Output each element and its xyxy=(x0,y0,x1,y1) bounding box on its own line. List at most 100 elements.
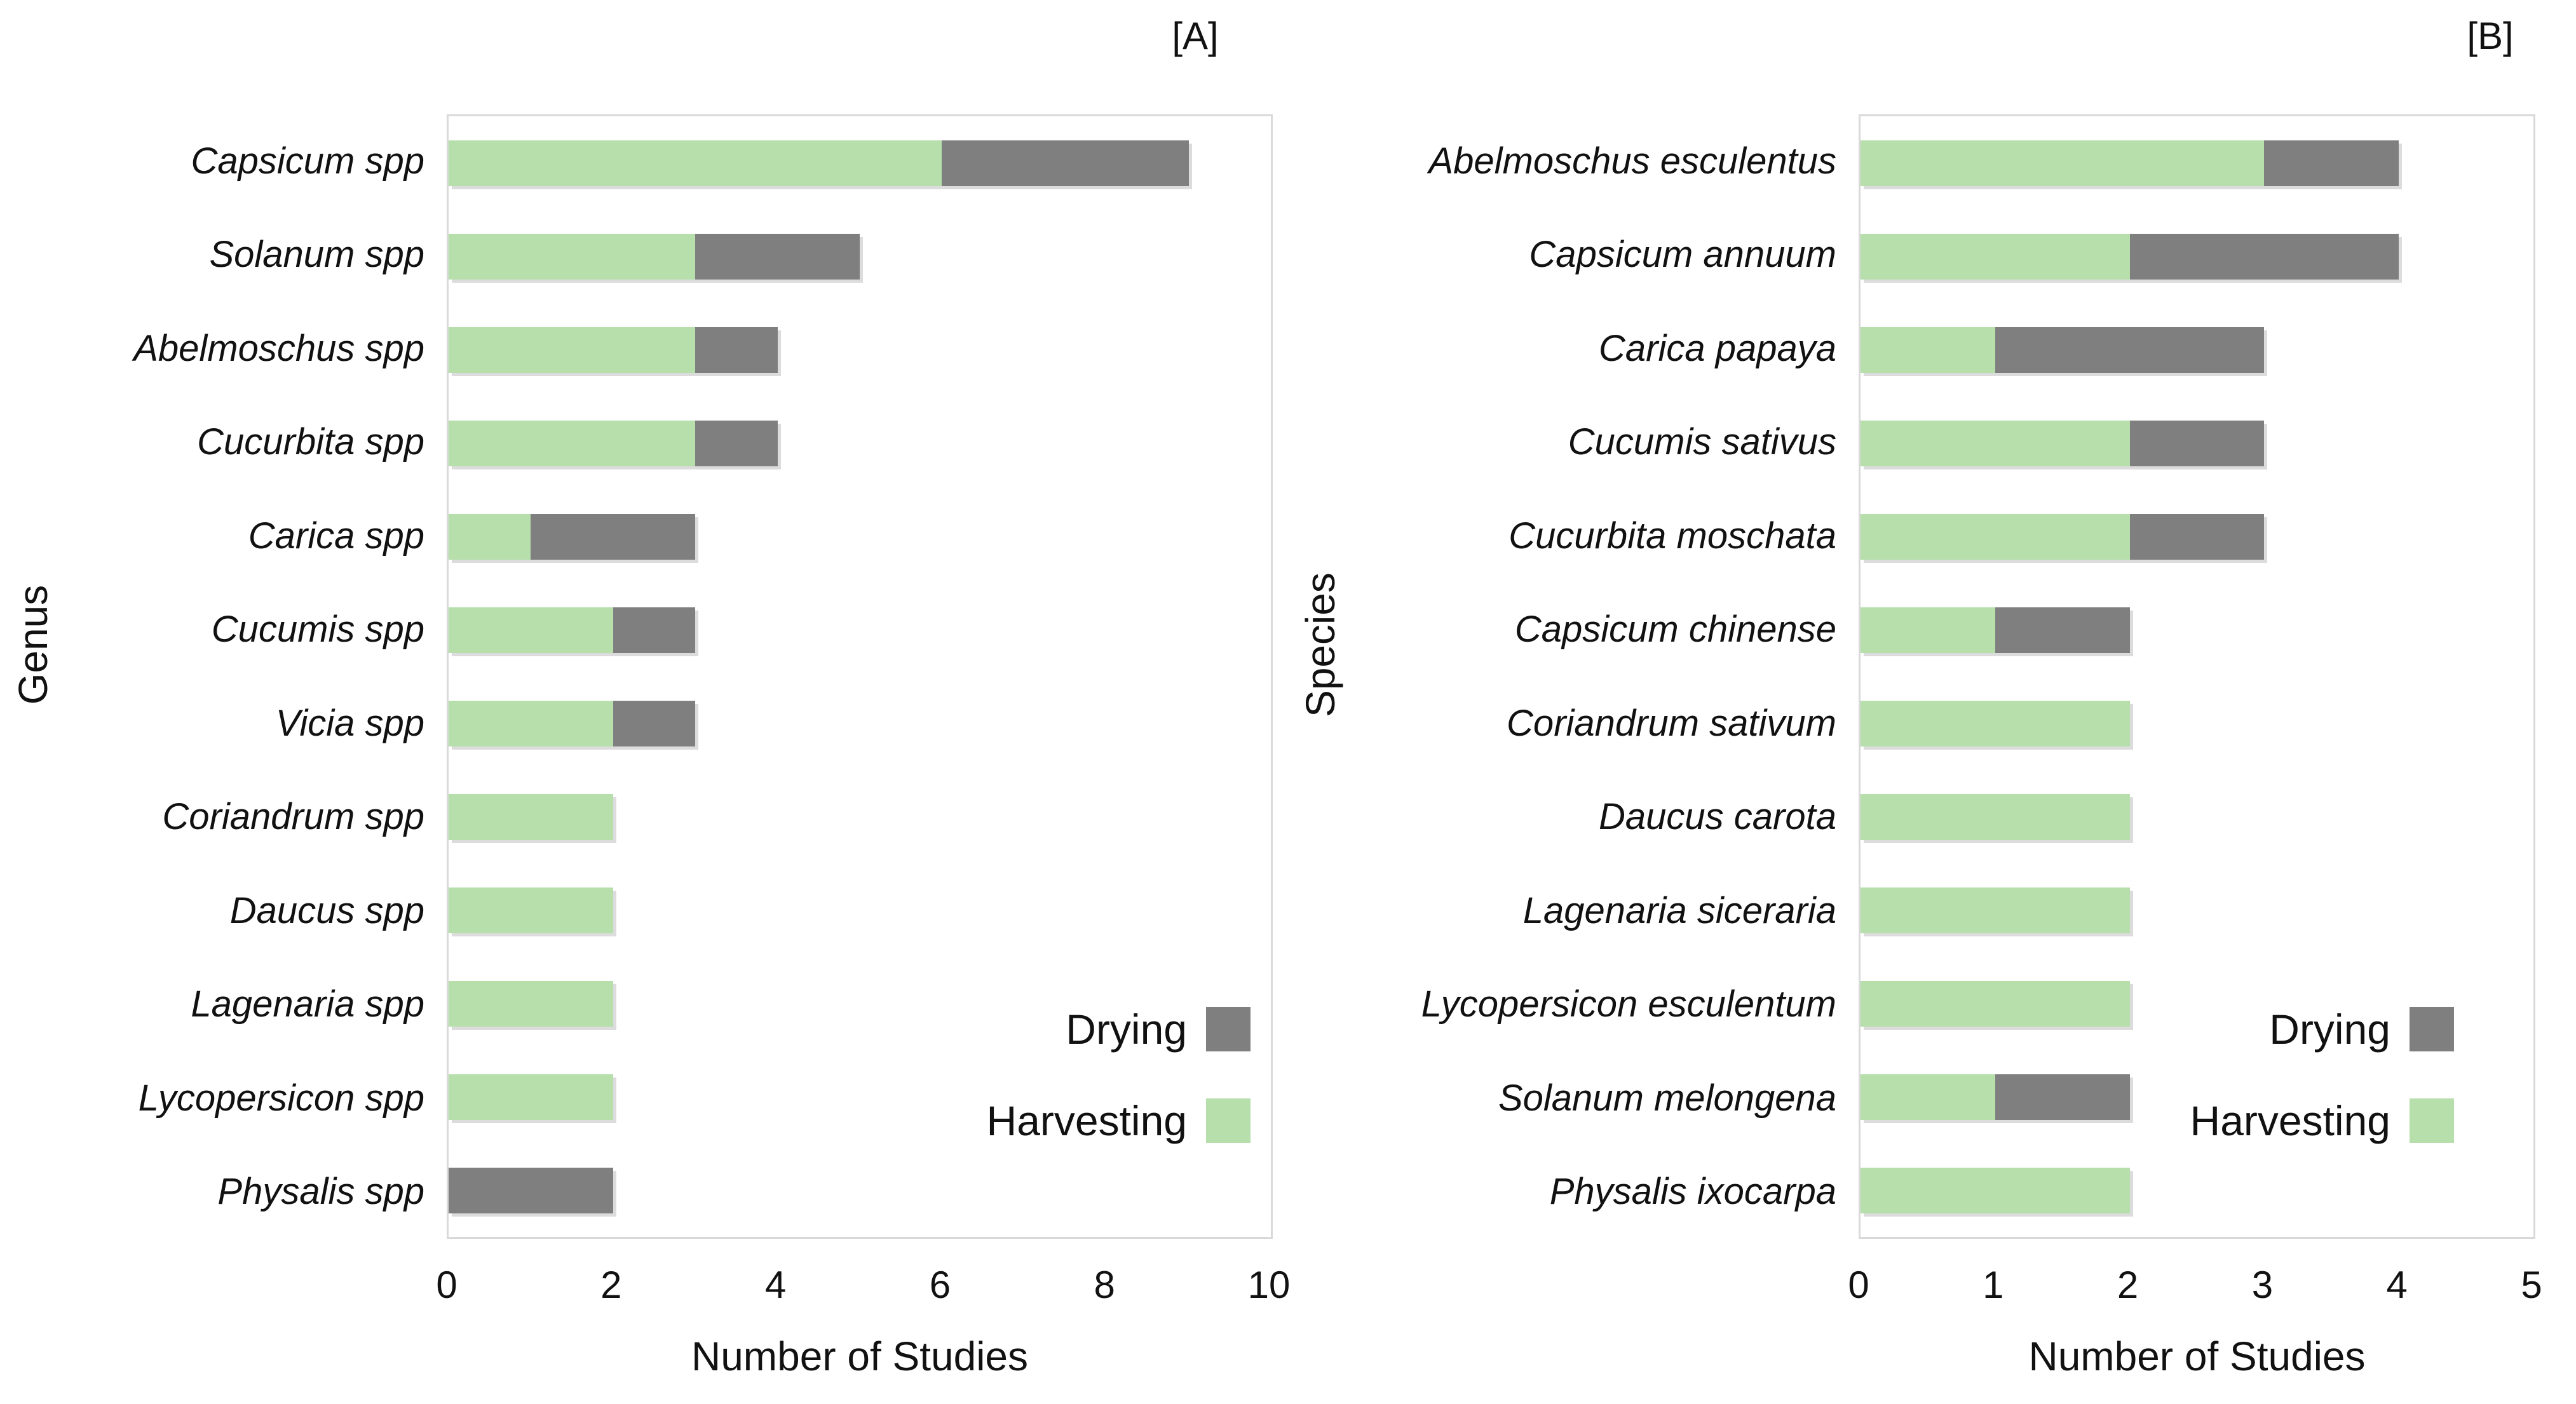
category-label-row: Carica papaya xyxy=(1360,302,1836,396)
category-label-row: Physalis spp xyxy=(0,1145,424,1239)
category-label: Lagenaria spp xyxy=(191,983,424,1025)
category-label: Capsicum chinense xyxy=(1514,609,1836,651)
harvesting-segment xyxy=(1861,607,1995,653)
legend-item: Harvesting xyxy=(987,1097,1251,1145)
harvesting-segment xyxy=(1861,140,2265,186)
bar-stack xyxy=(1861,233,2399,280)
drying-segment xyxy=(695,420,778,466)
bar-stack xyxy=(449,1074,613,1120)
bar-stack xyxy=(449,513,696,560)
bar-stack xyxy=(1861,1074,2130,1120)
bar-row xyxy=(1861,303,2533,396)
x-tick-label: 6 xyxy=(929,1264,951,1306)
harvesting-segment xyxy=(449,980,613,1027)
category-label: Cucumis spp xyxy=(211,609,424,651)
bar-row xyxy=(1861,957,2533,1050)
category-label-row: Cucurbita moschata xyxy=(1360,489,1836,583)
bar-stack xyxy=(1861,513,2265,560)
panel-a-category-labels: Capsicum spp Solanum spp Abelmoschus spp Cu… xyxy=(0,114,424,1239)
legend-item: Harvesting xyxy=(2190,1097,2454,1145)
bar-stack xyxy=(1861,327,2265,373)
category-label-row: Physalis ixocarpa xyxy=(1360,1145,1836,1239)
bar-row xyxy=(1861,770,2533,863)
bar-row xyxy=(449,1050,1271,1144)
category-label-row: Vicia spp xyxy=(0,677,424,771)
harvesting-segment xyxy=(449,513,531,560)
category-label: Capsicum annuum xyxy=(1529,234,1836,276)
category-label: Coriandrum spp xyxy=(162,796,424,838)
bar-stack xyxy=(449,793,613,840)
harvesting-segment xyxy=(449,887,613,933)
category-label-row: Daucus spp xyxy=(0,864,424,958)
drying-segment xyxy=(449,1167,613,1213)
harvesting-segment xyxy=(449,793,613,840)
category-label-row: Lycopersicon esculentum xyxy=(1360,958,1836,1052)
harvesting-segment xyxy=(1861,233,2130,280)
harvesting-segment xyxy=(1861,793,2130,840)
category-label-row: Daucus carota xyxy=(1360,771,1836,865)
category-label: Physalis spp xyxy=(217,1171,424,1213)
harvesting-segment xyxy=(1861,327,1995,373)
bar-stack xyxy=(1861,607,2130,653)
legend-swatch-harvesting xyxy=(1206,1098,1251,1143)
category-label-row: Abelmoschus spp xyxy=(0,302,424,396)
category-label-row: Capsicum spp xyxy=(0,114,424,208)
bar-row xyxy=(1861,116,2533,210)
x-tick-label: 4 xyxy=(2386,1264,2408,1306)
category-label-row: Lagenaria spp xyxy=(0,958,424,1052)
bar-row xyxy=(1861,490,2533,583)
category-label: Carica papaya xyxy=(1599,327,1836,369)
bar-stack xyxy=(449,980,613,1027)
bar-row xyxy=(449,490,1271,583)
bar-stack xyxy=(1861,420,2265,466)
x-tick-label: 0 xyxy=(436,1264,458,1306)
harvesting-segment xyxy=(449,700,613,746)
bar-row xyxy=(449,863,1271,957)
category-label-row: Lagenaria siceraria xyxy=(1360,864,1836,958)
bar-row xyxy=(449,583,1271,677)
category-label: Abelmoschus esculentus xyxy=(1428,140,1836,182)
harvesting-segment xyxy=(449,1074,613,1120)
harvesting-segment xyxy=(1861,887,2130,933)
harvesting-segment xyxy=(1861,420,2130,466)
bar-row xyxy=(449,770,1271,863)
bar-stack xyxy=(1861,140,2399,186)
bar-row xyxy=(1861,210,2533,303)
category-label-row: Cucurbita spp xyxy=(0,396,424,490)
bar-stack xyxy=(449,1167,613,1213)
x-tick-label: 10 xyxy=(1247,1264,1291,1306)
x-tick-label: 4 xyxy=(764,1264,787,1306)
legend-swatch-drying xyxy=(2410,1007,2454,1051)
bar-row xyxy=(449,957,1271,1050)
bar-row xyxy=(449,1144,1271,1237)
drying-segment xyxy=(1995,1074,2130,1120)
x-tick-label: 1 xyxy=(1983,1264,2004,1306)
x-tick-label: 5 xyxy=(2521,1264,2542,1306)
bar-stack xyxy=(1861,887,2130,933)
bar-stack xyxy=(449,233,860,280)
legend-label: Drying xyxy=(2269,1006,2390,1053)
category-label: Physalis ixocarpa xyxy=(1549,1171,1836,1213)
category-label-row: Capsicum chinense xyxy=(1360,583,1836,677)
bar-stack xyxy=(449,607,696,653)
harvesting-segment xyxy=(449,607,613,653)
legend-label: Harvesting xyxy=(986,1097,1187,1144)
harvesting-segment xyxy=(449,327,696,373)
category-label-row: Coriandrum spp xyxy=(0,771,424,865)
panel-a-plot-area xyxy=(447,114,1273,1239)
panel-b-y-axis-title: Species xyxy=(1298,572,1343,717)
category-label-row: Solanum melongena xyxy=(1360,1051,1836,1145)
bar-stack xyxy=(1861,1167,2130,1213)
bar-stack xyxy=(449,700,696,746)
panel-a-x-axis-title: Number of Studies xyxy=(691,1333,1029,1379)
drying-segment xyxy=(1995,607,2130,653)
category-label-row: Coriandrum sativum xyxy=(1360,677,1836,771)
harvesting-segment xyxy=(1861,700,2130,746)
bar-stack xyxy=(449,420,778,466)
drying-segment xyxy=(531,513,696,560)
panel-a-x-axis-ticks: 0 2 4 6 8 10 xyxy=(436,1263,1290,1314)
category-label: Solanum spp xyxy=(209,234,424,276)
category-label: Abelmoschus spp xyxy=(133,327,424,369)
panel-b-x-axis-ticks: 0 1 2 3 4 5 xyxy=(1848,1263,2542,1314)
